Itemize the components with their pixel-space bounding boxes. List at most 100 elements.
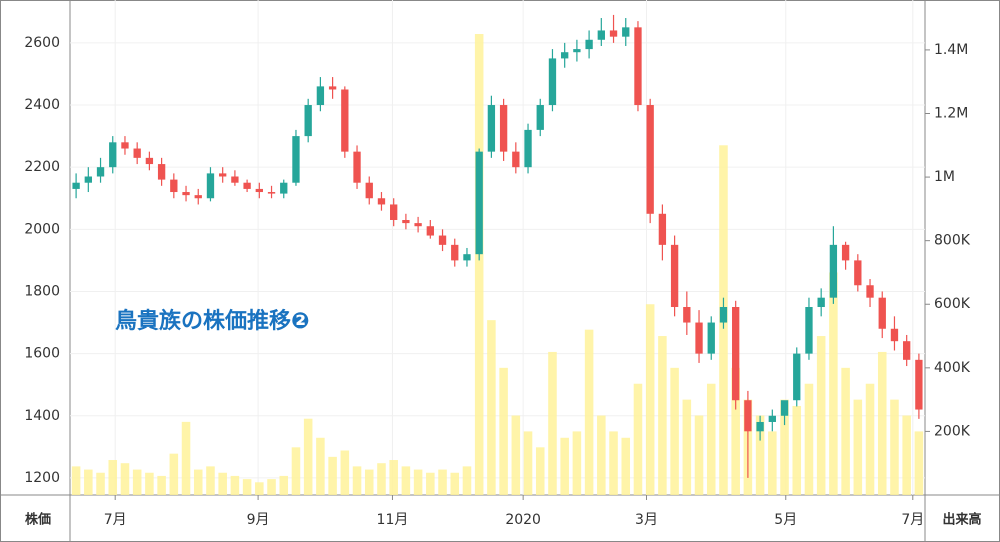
volume-bar — [890, 399, 899, 495]
candle-body — [744, 400, 752, 432]
candle-body — [878, 297, 886, 329]
candle-body — [96, 167, 105, 177]
candle-body — [194, 195, 202, 199]
candle-body — [805, 307, 813, 354]
candle-body — [609, 30, 618, 37]
candle-body — [487, 105, 496, 152]
volume-bar — [303, 418, 313, 495]
candle-body — [182, 192, 190, 196]
y2-tick-label: 1M — [934, 169, 955, 185]
volume-bar — [169, 453, 179, 495]
candle-body — [451, 244, 459, 261]
candle-body — [658, 213, 667, 245]
volume-bar — [84, 469, 93, 495]
volume-bar — [120, 463, 130, 495]
y2-axis-label: 出来高 — [942, 512, 981, 528]
volume-bar — [853, 399, 863, 495]
candle-body — [365, 182, 373, 199]
candle-body — [414, 223, 422, 227]
volume-bar — [474, 34, 484, 496]
candle-body — [695, 322, 703, 354]
volume-bar — [426, 472, 435, 495]
candle-body — [390, 204, 398, 220]
volume-bar — [145, 472, 154, 495]
volume-bar — [792, 405, 802, 495]
volume-bar — [731, 367, 740, 495]
volume-bar — [511, 415, 521, 495]
candle-body — [573, 49, 581, 53]
candle-body — [499, 105, 508, 152]
volume-bar — [535, 447, 545, 495]
volume-bar — [328, 456, 337, 495]
candle-body — [328, 86, 337, 90]
candle-body — [561, 52, 569, 59]
y2-tick-label: 600K — [934, 296, 971, 312]
volume-bar — [352, 466, 362, 495]
volume-bar — [572, 431, 582, 495]
volume-bar — [71, 466, 81, 495]
y-tick-label: 1200 — [24, 470, 60, 486]
candle-body — [793, 353, 801, 401]
volume-bar — [401, 466, 411, 495]
volume-bar — [364, 469, 374, 495]
volume-bar — [865, 383, 875, 495]
candle-body — [341, 89, 349, 152]
y-tick-label: 2600 — [24, 35, 60, 51]
volume-bar — [279, 475, 289, 495]
volume-bar — [255, 482, 264, 495]
y-tick-label: 2400 — [24, 97, 60, 113]
volume-bar — [841, 367, 850, 495]
volume-bar — [230, 475, 240, 495]
volume-bar — [413, 469, 423, 495]
x-tick-label: 7月 — [901, 512, 924, 528]
plot — [70, 0, 925, 496]
volume-bar — [377, 463, 386, 495]
candle-body — [402, 220, 410, 224]
volume-bar — [682, 399, 692, 495]
volume-bar — [267, 479, 276, 495]
candle-body — [915, 359, 923, 410]
volume-bar — [816, 336, 826, 495]
volume-bar — [658, 336, 667, 495]
volume-bar — [633, 383, 643, 495]
volume-bar — [694, 415, 704, 495]
candle-body — [121, 142, 129, 149]
volume-bar — [902, 415, 911, 495]
volume-bar — [193, 469, 203, 495]
volume-bar — [645, 304, 655, 495]
volume-bar — [438, 469, 447, 495]
volume-bar — [560, 437, 569, 495]
x-tick-label: 2020 — [505, 512, 541, 528]
candle-body — [475, 151, 483, 255]
candle-body — [243, 182, 251, 189]
y-tick-label: 1800 — [24, 283, 60, 299]
volume-bar — [621, 437, 631, 495]
candle-body — [841, 244, 850, 261]
volume-bar — [389, 460, 398, 495]
y-axis-label: 株価 — [25, 512, 51, 528]
volume-bar — [597, 415, 606, 495]
x-tick-label: 11月 — [377, 512, 409, 528]
x-tick-label: 5月 — [774, 512, 797, 528]
volume-bar — [132, 469, 142, 495]
volume-bar — [609, 431, 618, 495]
volume-bar — [780, 399, 789, 495]
candle-body — [133, 148, 141, 158]
candle-body — [267, 192, 276, 194]
candle-body — [512, 151, 520, 168]
y-tick-label: 1600 — [24, 346, 60, 362]
candle-body — [109, 142, 117, 168]
volume-bar — [96, 472, 105, 495]
candle-body — [255, 188, 263, 193]
candle-body — [866, 285, 874, 298]
candle-body — [707, 322, 715, 354]
candle-body — [756, 421, 764, 432]
volume-bar — [804, 383, 814, 495]
y2-tick-label: 800K — [934, 233, 971, 249]
candle-body — [646, 105, 654, 214]
volume-bar — [829, 272, 838, 495]
y-tick-label: 2000 — [24, 221, 60, 237]
candle-body — [732, 307, 740, 401]
candle-body — [377, 198, 386, 205]
